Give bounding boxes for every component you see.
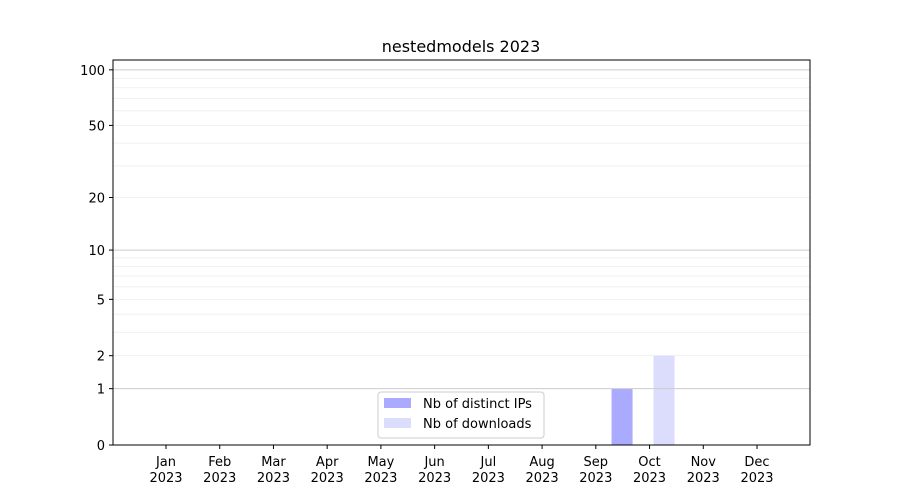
x-tick-label-line: 2023 xyxy=(526,471,559,486)
x-tick-label-line: Sep xyxy=(584,455,609,470)
x-tick-label: Feb 2023 xyxy=(203,455,236,486)
x-tick-label-line: 2023 xyxy=(687,471,720,486)
y-tick-label: 1 xyxy=(97,383,105,398)
x-tick-label: May 2023 xyxy=(364,455,397,486)
bar-downloads xyxy=(653,355,675,445)
x-tick-label-line: Dec xyxy=(744,455,769,470)
x-tick-label: Nov 2023 xyxy=(687,455,720,486)
x-tick-label-line: 2023 xyxy=(149,471,182,486)
x-tick-label: Mar 2023 xyxy=(257,455,290,486)
y-tick-label: 100 xyxy=(80,64,105,79)
x-tick-label-line: 2023 xyxy=(418,471,451,486)
x-tick-label-line: 2023 xyxy=(740,471,773,486)
plot-frame xyxy=(112,59,811,446)
y-tick-label: 5 xyxy=(97,293,105,308)
x-tick-label-line: Jun xyxy=(423,455,444,470)
legend-swatch xyxy=(384,398,411,408)
x-tick-label-line: 2023 xyxy=(633,471,666,486)
x-tick-label-line: Nov xyxy=(691,455,717,470)
y-tick-label: 2 xyxy=(97,350,105,365)
x-tick-label-line: 2023 xyxy=(364,471,397,486)
bar-distinct-ips xyxy=(611,388,633,445)
x-tick-label-line: 2023 xyxy=(203,471,236,486)
x-tick-label-line: Oct xyxy=(638,455,660,470)
legend-label: Nb of downloads xyxy=(423,417,532,432)
legend-label: Nb of distinct IPs xyxy=(423,397,532,412)
x-tick-label-line: 2023 xyxy=(311,471,344,486)
x-tick-label: Dec 2023 xyxy=(740,455,773,486)
x-tick-label-line: Jul xyxy=(480,455,497,470)
x-tick-label-line: 2023 xyxy=(257,471,290,486)
chart-title: nestedmodels 2023 xyxy=(382,37,541,56)
y-tick-label: 20 xyxy=(88,192,105,207)
x-tick-label-line: Jan xyxy=(155,455,176,470)
x-tick-label: Apr 2023 xyxy=(311,455,344,486)
x-tick-label: Jan 2023 xyxy=(149,455,182,486)
x-tick-label: Jul 2023 xyxy=(472,455,505,486)
legend: Nb of distinct IPs Nb of downloads xyxy=(377,391,545,439)
y-tick-label: 10 xyxy=(88,244,105,259)
x-tick-label-line: 2023 xyxy=(579,471,612,486)
legend-box xyxy=(377,391,545,439)
x-tick-label-line: Apr xyxy=(316,455,339,470)
x-tick-label: Sep 2023 xyxy=(579,455,612,486)
x-tick-label-line: Mar xyxy=(261,455,286,470)
x-tick-label: Aug 2023 xyxy=(526,455,559,486)
y-tick-label: 50 xyxy=(88,119,105,134)
x-tick-label-line: 2023 xyxy=(472,471,505,486)
x-tick-label-line: Feb xyxy=(208,455,231,470)
x-tick-label-line: Aug xyxy=(529,455,554,470)
x-tick-label: Oct 2023 xyxy=(633,455,666,486)
y-tick-label: 0 xyxy=(97,439,105,454)
x-tick-label-line: May xyxy=(367,455,394,470)
legend-swatch xyxy=(384,418,411,428)
x-tick-label: Jun 2023 xyxy=(418,455,451,486)
